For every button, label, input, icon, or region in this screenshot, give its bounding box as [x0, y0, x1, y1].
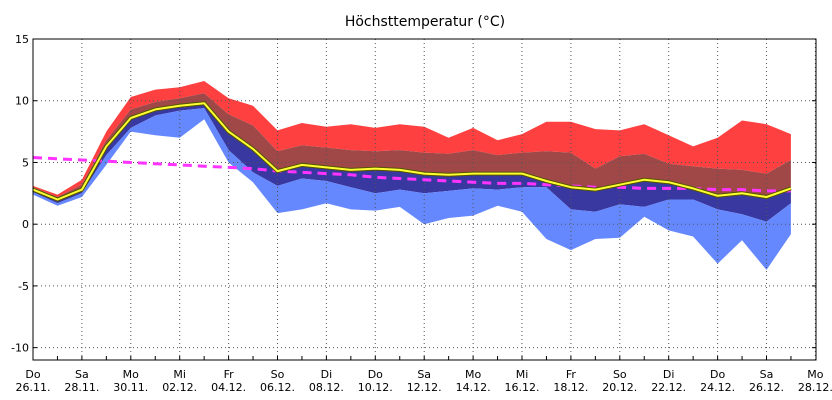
x-tick-date-label: 04.12. — [211, 381, 246, 394]
x-tick-date-label: 18.12. — [553, 381, 588, 394]
x-tick-day-label: Sa — [760, 368, 774, 381]
grid-lines — [33, 39, 816, 360]
x-tick-day-label: Do — [368, 368, 383, 381]
x-tick-day-label: Mo — [807, 368, 823, 381]
x-tick-day-label: Mo — [465, 368, 481, 381]
x-tick-day-label: Mo — [123, 368, 139, 381]
x-tick-date-label: 28.11. — [64, 381, 99, 394]
x-tick-day-label: Fr — [566, 368, 577, 381]
outer-lower-band — [33, 108, 791, 270]
inner-lower-band — [33, 103, 791, 222]
x-tick-day-label: Do — [710, 368, 725, 381]
x-tick-day-label: Do — [25, 368, 40, 381]
x-tick-day-label: Mi — [173, 368, 186, 381]
y-tick-label: 5 — [22, 156, 29, 169]
forecast-bands — [33, 81, 791, 270]
y-tick-label: 0 — [22, 218, 29, 231]
x-tick-day-label: So — [271, 368, 285, 381]
y-tick-label: -5 — [18, 280, 29, 293]
x-tick-date-label: 06.12. — [260, 381, 295, 394]
x-tick-day-label: Mi — [516, 368, 529, 381]
x-tick-date-label: 08.12. — [309, 381, 344, 394]
y-tick-label: 15 — [15, 33, 29, 46]
y-tick-label: -10 — [11, 342, 29, 355]
y-axis-ticks: 15 10 5 0 -5 -10 — [11, 33, 816, 355]
x-tick-day-label: Di — [663, 368, 675, 381]
x-tick-day-label: Sa — [417, 368, 431, 381]
x-tick-date-label: 26.12. — [749, 381, 784, 394]
x-tick-day-label: Sa — [75, 368, 89, 381]
x-tick-day-label: So — [613, 368, 627, 381]
y-tick-label: 10 — [15, 95, 29, 108]
x-tick-date-label: 02.12. — [162, 381, 197, 394]
x-tick-date-label: 24.12. — [700, 381, 735, 394]
x-axis-ticks: Do26.11.Sa28.11.Mo30.11.Mi02.12.Fr04.12.… — [16, 356, 832, 394]
x-tick-day-label: Fr — [224, 368, 235, 381]
x-tick-date-label: 14.12. — [456, 381, 491, 394]
x-tick-date-label: 16.12. — [505, 381, 540, 394]
x-tick-date-label: 22.12. — [651, 381, 686, 394]
median-line — [32, 102, 792, 201]
x-tick-date-label: 30.11. — [113, 381, 148, 394]
x-tick-date-label: 10.12. — [358, 381, 393, 394]
inner-upper-band — [33, 93, 791, 200]
x-tick-date-label: 12.12. — [407, 381, 442, 394]
x-tick-date-label: 26.11. — [16, 381, 51, 394]
x-tick-day-label: Di — [321, 368, 333, 381]
x-tick-date-label: 28.12. — [798, 381, 832, 394]
x-tick-date-label: 20.12. — [602, 381, 637, 394]
forecast-lines — [32, 101, 792, 202]
chart-title: Höchsttemperatur (°C) — [345, 14, 505, 30]
climate-mean-line — [32, 156, 791, 193]
outer-upper-band — [33, 81, 791, 197]
